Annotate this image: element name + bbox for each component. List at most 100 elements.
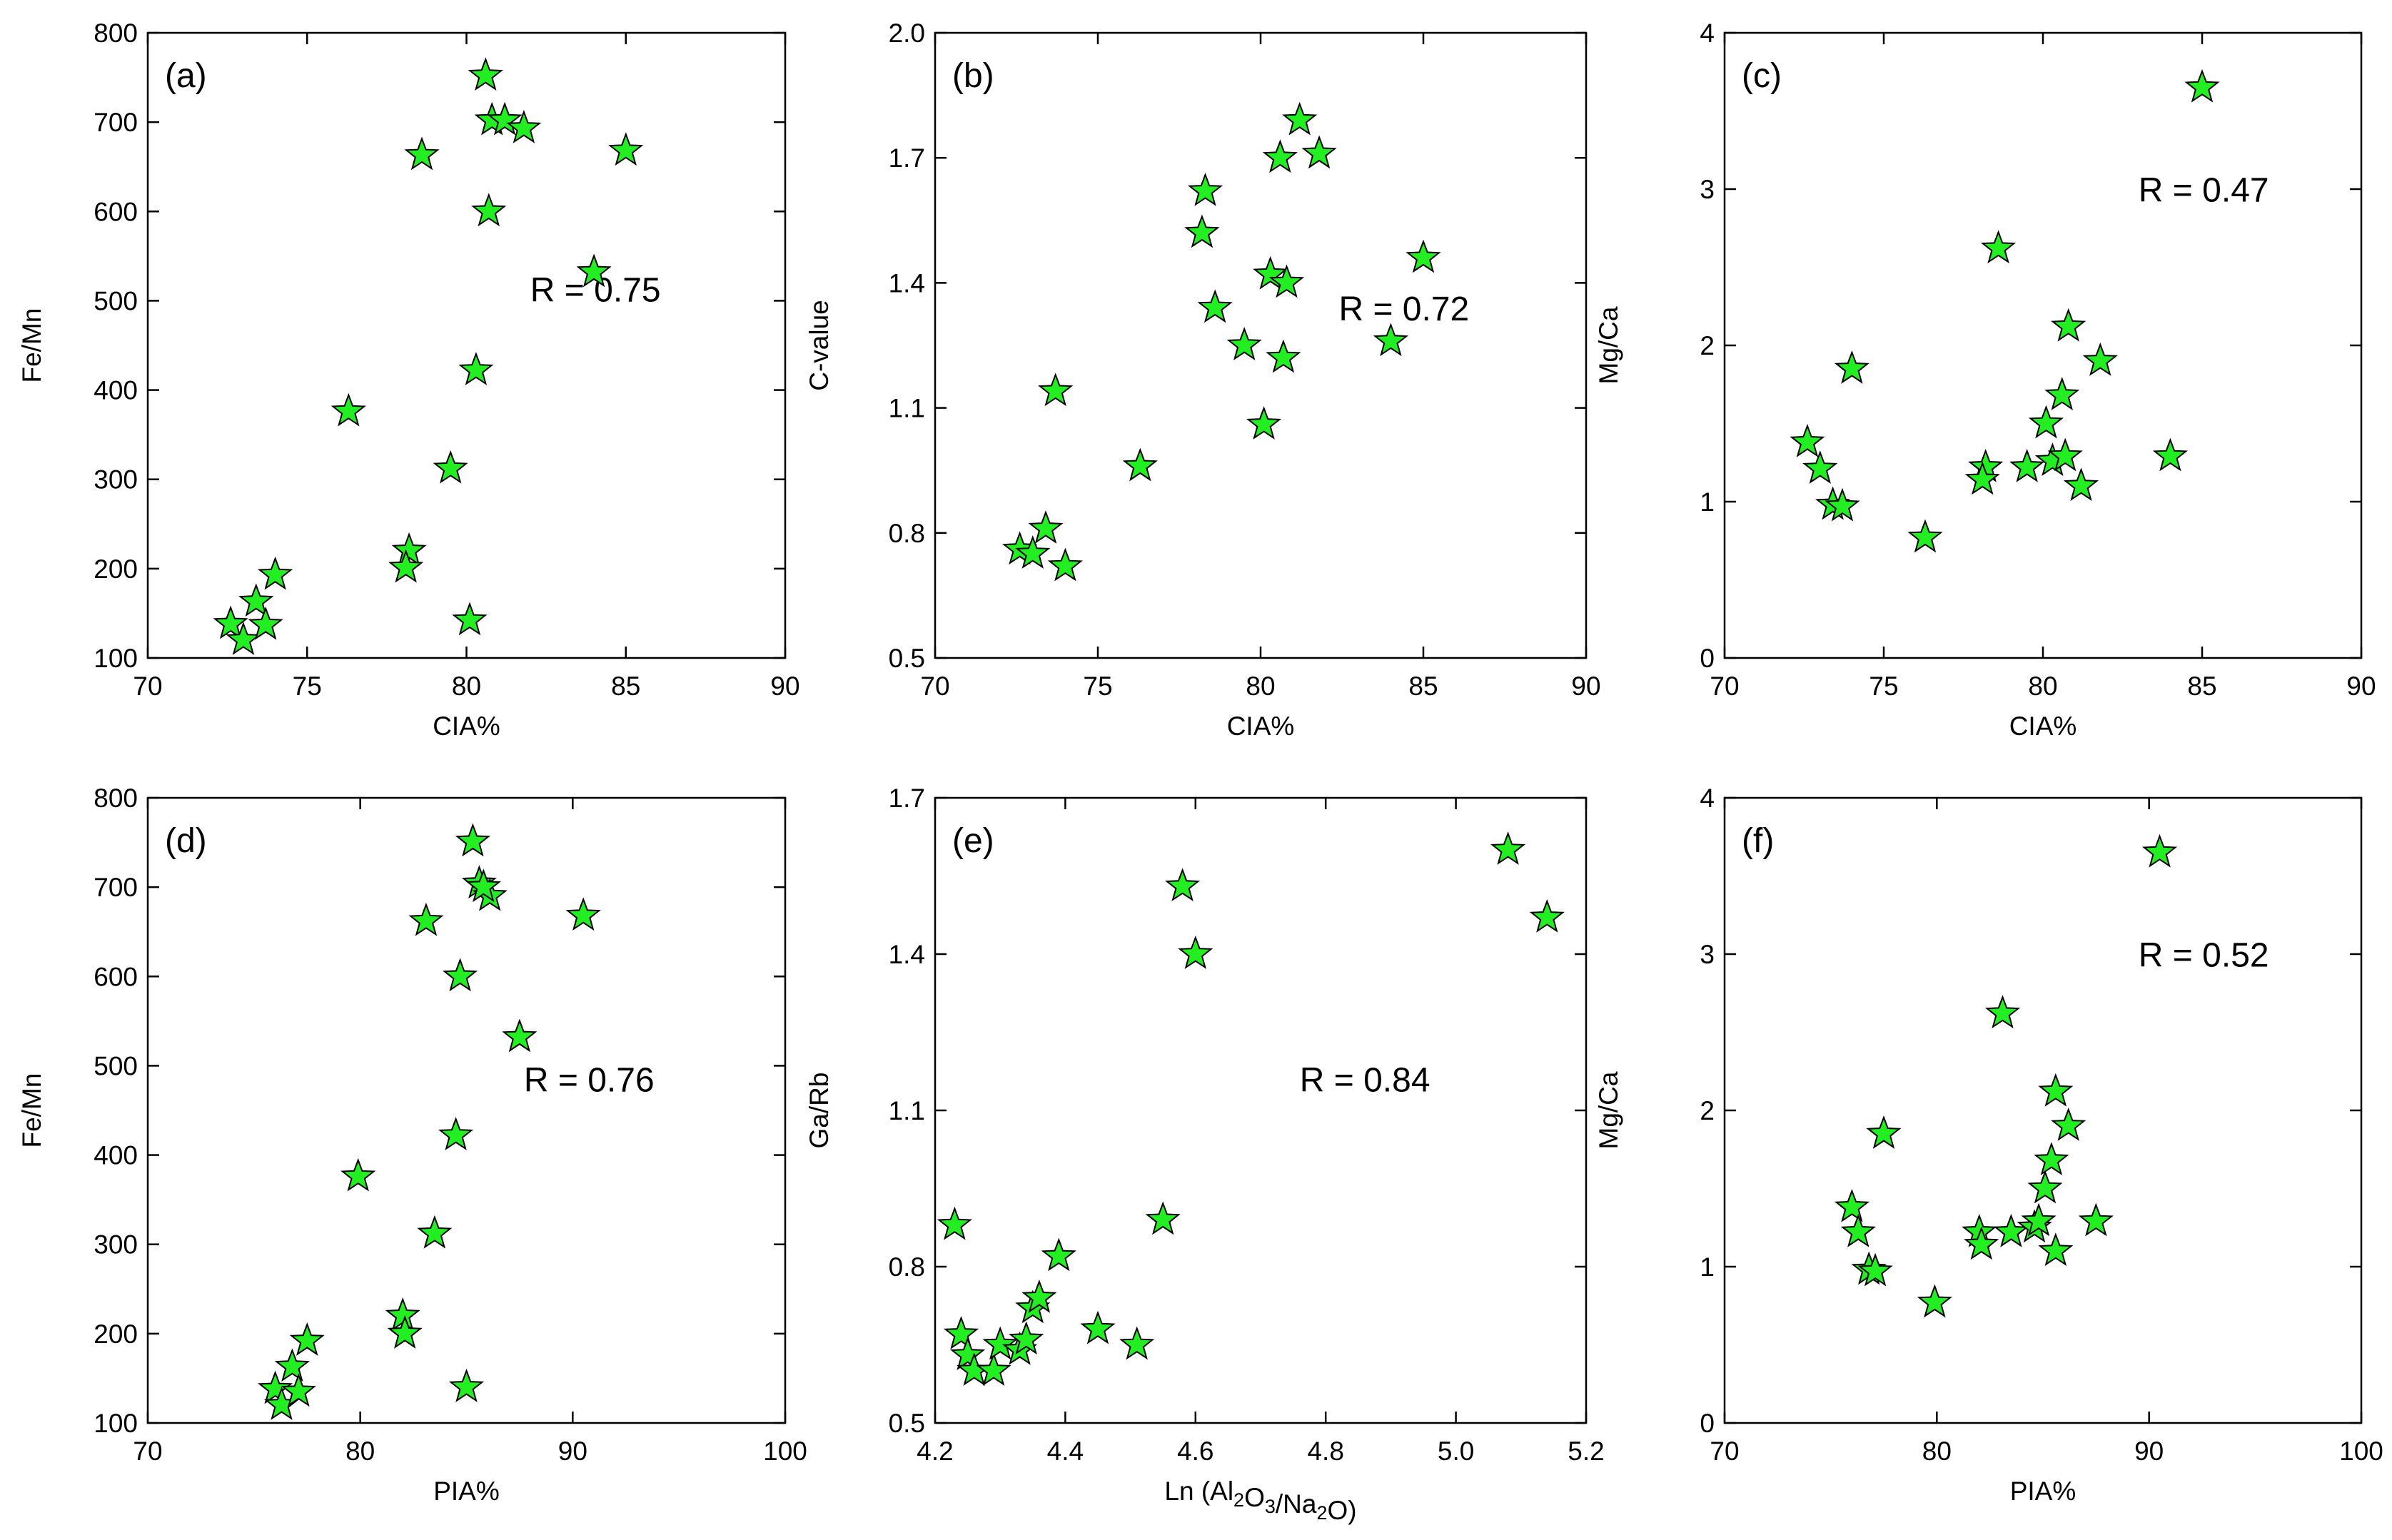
star-marker xyxy=(1145,1201,1181,1235)
panel-label: (f) xyxy=(1742,822,1774,860)
star-marker xyxy=(1406,239,1441,273)
star-marker xyxy=(1802,450,1838,484)
x-tick-label: 80 xyxy=(2028,672,2057,701)
panel-c: 70 75 80 85 90 0 1 2 3 4 CIA% Mg/Ca (c) R = 0.47 xyxy=(1594,19,2376,741)
y-tick-label: 2 xyxy=(1700,1096,1715,1125)
star-marker xyxy=(2184,69,2220,103)
x-tick-label: 85 xyxy=(1408,672,1438,701)
x-tick-label: 70 xyxy=(920,672,949,701)
x-tick-label: 80 xyxy=(452,672,481,701)
y-tick-label: 1 xyxy=(1700,487,1715,517)
star-marker xyxy=(468,57,503,91)
star-marker xyxy=(1041,1237,1076,1272)
star-marker xyxy=(330,392,366,427)
star-marker xyxy=(1993,1213,2029,1247)
x-tick-label: 4.6 xyxy=(1177,1437,1213,1466)
y-tick-label: 4 xyxy=(1700,784,1715,813)
star-marker xyxy=(391,532,427,566)
y-tick-label: 100 xyxy=(94,1409,138,1438)
x-tick-label: 90 xyxy=(1571,672,1600,701)
plot-frame-f xyxy=(1723,796,2363,1424)
x-tick-label: 5.0 xyxy=(1438,1437,1474,1466)
star-marker xyxy=(281,1373,316,1407)
star-marker xyxy=(1490,831,1526,865)
star-marker xyxy=(1373,323,1409,357)
panel-label: (c) xyxy=(1742,57,1782,95)
x-axis-label: CIA% xyxy=(2009,711,2077,741)
x-axis-label: Ln (Al2O3/Na2O) xyxy=(1164,1476,1356,1525)
correlation-label: R = 0.76 xyxy=(524,1062,655,1100)
star-marker xyxy=(1980,230,2017,264)
star-marker xyxy=(949,1337,986,1370)
panel-e: 4.2 4.4 4.6 4.8 5.0 5.2 0.5 0.8 1.1 1.4 1.7 Ln (Al2… xyxy=(804,784,1605,1525)
plot-frame-d xyxy=(146,796,787,1424)
y-tick-label: 3 xyxy=(1700,940,1715,969)
star-marker xyxy=(1834,1188,1870,1222)
star-marker xyxy=(487,101,523,136)
x-tick-label: 4.2 xyxy=(917,1437,953,1466)
star-marker xyxy=(1187,173,1223,206)
star-marker xyxy=(2063,467,2099,501)
y-tick-label: 800 xyxy=(94,19,138,48)
star-marker xyxy=(2047,437,2083,472)
star-marker xyxy=(2051,1108,2086,1141)
star-marker xyxy=(1964,461,2000,495)
star-marker xyxy=(1301,135,1337,169)
y-tick-label: 200 xyxy=(94,554,138,584)
x-tick-label: 90 xyxy=(770,672,799,701)
star-marker xyxy=(2021,1202,2057,1237)
star-marker xyxy=(226,622,261,655)
star-marker xyxy=(2027,1170,2063,1204)
star-marker xyxy=(976,1352,1011,1386)
panel-a: 70 75 80 85 90 100 200 300 400 500 600 700 800 CIA% Fe… xyxy=(17,19,800,741)
y-tick-label: 700 xyxy=(94,108,138,137)
star-marker xyxy=(213,605,248,639)
star-marker xyxy=(1184,214,1220,248)
x-tick-label: 80 xyxy=(1246,672,1275,701)
y-axis-label: Fe/Mn xyxy=(17,308,46,383)
x-tick-label: 70 xyxy=(1710,1437,1739,1466)
star-marker xyxy=(471,193,507,227)
star-marker xyxy=(2078,1202,2114,1237)
correlation-label: R = 0.47 xyxy=(2139,172,2269,210)
star-marker xyxy=(1834,350,1870,384)
y-tick-label: 200 xyxy=(94,1319,138,1349)
y-tick-label: 400 xyxy=(94,1141,138,1170)
y-tick-label: 300 xyxy=(94,465,138,495)
y-tick-label: 300 xyxy=(94,1230,138,1260)
star-marker xyxy=(2038,1073,2074,1107)
correlation-label: R = 0.52 xyxy=(2139,937,2269,975)
y-axis-label: Fe/Mn xyxy=(17,1073,46,1148)
correlation-label: R = 0.84 xyxy=(1300,1062,1430,1100)
x-tick-label: 80 xyxy=(1922,1437,1952,1466)
star-marker xyxy=(1028,510,1064,544)
x-tick-label: 90 xyxy=(558,1437,587,1466)
star-marker xyxy=(340,1157,376,1192)
star-marker xyxy=(458,352,494,385)
x-tick-label: 100 xyxy=(2339,1437,2383,1466)
y-tick-label: 0 xyxy=(1700,1409,1715,1438)
star-marker xyxy=(1178,936,1213,969)
star-marker xyxy=(2152,437,2189,472)
star-marker xyxy=(2038,1232,2074,1267)
star-marker xyxy=(1529,899,1565,933)
x-tick-label: 85 xyxy=(2187,672,2216,701)
star-marker xyxy=(1119,1326,1155,1360)
star-marker xyxy=(448,1369,485,1402)
star-marker xyxy=(238,583,274,617)
star-marker xyxy=(465,868,501,903)
y-tick-label: 1.4 xyxy=(889,268,925,298)
x-axis-label: PIA% xyxy=(2010,1476,2076,1506)
star-marker xyxy=(937,1206,972,1240)
star-marker xyxy=(2141,834,2178,868)
star-marker xyxy=(257,556,293,590)
star-marker xyxy=(1164,868,1201,902)
star-marker xyxy=(506,110,542,143)
star-marker xyxy=(1866,1115,1902,1149)
star-marker xyxy=(1015,535,1051,569)
panel-label: (b) xyxy=(952,57,994,95)
y-tick-label: 500 xyxy=(94,286,138,315)
star-marker xyxy=(1857,1252,1893,1287)
y-tick-label: 400 xyxy=(94,376,138,405)
